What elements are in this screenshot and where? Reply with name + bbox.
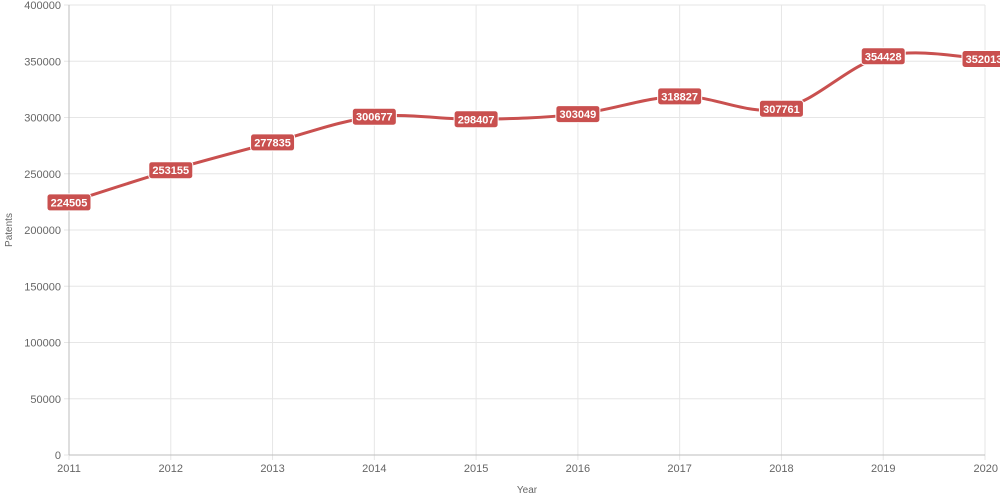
y-tick-label: 400000 (24, 0, 61, 12)
x-axis-title: Year (517, 485, 538, 496)
data-label: 277835 (250, 133, 296, 152)
x-tick-label: 2015 (464, 463, 488, 475)
y-axis-title: Patents (4, 213, 15, 247)
data-label-text: 354428 (865, 51, 902, 63)
y-tick-label: 50000 (30, 394, 61, 406)
data-label-text: 300677 (356, 112, 393, 124)
x-tick-label: 2012 (159, 463, 183, 475)
x-tick-label: 2014 (362, 463, 386, 475)
data-label-text: 318827 (661, 91, 698, 103)
x-tick-label: 2018 (769, 463, 793, 475)
data-label: 300677 (351, 107, 397, 126)
data-label-box (860, 47, 906, 66)
x-tick-label: 2016 (566, 463, 590, 475)
data-label: 303049 (555, 105, 601, 124)
data-label: 298407 (453, 110, 499, 129)
data-label-text: 307761 (763, 104, 800, 116)
data-label: 224505 (46, 193, 92, 212)
data-labels: 224505 253155 277835 300677 298407 303049 3188… (46, 47, 1000, 212)
y-tick-label: 150000 (24, 281, 61, 293)
data-label: 318827 (657, 87, 703, 106)
data-label: 307761 (758, 99, 804, 118)
data-label-box (250, 133, 296, 152)
data-label-box (657, 87, 703, 106)
data-label-box (46, 193, 92, 212)
data-label-box (453, 110, 499, 129)
data-label-box (148, 161, 194, 180)
data-label-box (555, 105, 601, 124)
y-tick-label: 300000 (24, 113, 61, 125)
data-label-box (351, 107, 397, 126)
y-tick-label: 350000 (24, 56, 61, 68)
data-label-text: 253155 (152, 165, 189, 177)
y-tick-label: 250000 (24, 169, 61, 181)
x-tick-label: 2020 (974, 463, 998, 475)
data-label-box (961, 49, 1000, 68)
data-label-text: 277835 (254, 137, 291, 149)
data-label-box (758, 99, 804, 118)
data-label-text: 352013 (966, 54, 1000, 66)
data-label-text: 303049 (560, 109, 597, 121)
data-label: 253155 (148, 161, 194, 180)
data-label-text: 298407 (458, 114, 495, 126)
grid-lines (64, 4, 986, 460)
y-tick-labels: 0 50000 100000 150000 200000 250000 300000 3500… (24, 0, 61, 462)
x-tick-label: 2011 (57, 463, 81, 475)
axes (68, 5, 985, 456)
y-tick-label: 0 (55, 450, 61, 462)
series-line (67, 51, 987, 204)
data-label: 354428 (860, 47, 906, 66)
x-tick-label: 2017 (667, 463, 691, 475)
x-tick-label: 2019 (871, 463, 895, 475)
data-label: 352013 (961, 49, 1000, 68)
data-label-text: 224505 (51, 197, 88, 209)
y-tick-label: 100000 (24, 338, 61, 350)
x-tick-labels: 2011 2012 2013 2014 2015 2016 2017 2018 2019 2020 (57, 463, 998, 475)
y-tick-label: 200000 (24, 225, 61, 237)
x-tick-label: 2013 (260, 463, 284, 475)
